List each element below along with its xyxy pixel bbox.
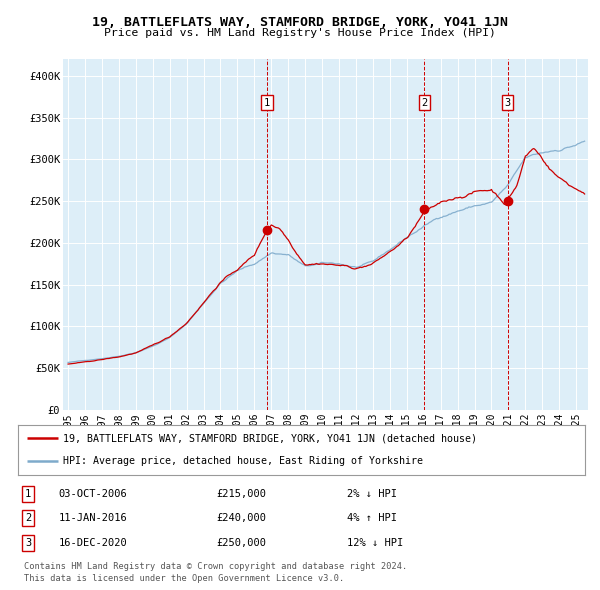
Text: 12% ↓ HPI: 12% ↓ HPI [347,538,403,548]
Text: 2: 2 [25,513,31,523]
Text: 11-JAN-2016: 11-JAN-2016 [59,513,128,523]
Text: £215,000: £215,000 [217,489,266,499]
Text: £240,000: £240,000 [217,513,266,523]
Text: 19, BATTLEFLATS WAY, STAMFORD BRIDGE, YORK, YO41 1JN: 19, BATTLEFLATS WAY, STAMFORD BRIDGE, YO… [92,16,508,29]
Text: 3: 3 [505,98,511,108]
Text: 2: 2 [421,98,427,108]
Text: 1: 1 [264,98,270,108]
Text: £250,000: £250,000 [217,538,266,548]
Text: HPI: Average price, detached house, East Riding of Yorkshire: HPI: Average price, detached house, East… [64,457,424,467]
Text: 1: 1 [25,489,31,499]
Text: This data is licensed under the Open Government Licence v3.0.: This data is licensed under the Open Gov… [24,573,344,582]
Text: 4% ↑ HPI: 4% ↑ HPI [347,513,397,523]
Text: 03-OCT-2006: 03-OCT-2006 [59,489,128,499]
Text: Contains HM Land Registry data © Crown copyright and database right 2024.: Contains HM Land Registry data © Crown c… [24,562,407,571]
Text: 16-DEC-2020: 16-DEC-2020 [59,538,128,548]
Text: Price paid vs. HM Land Registry's House Price Index (HPI): Price paid vs. HM Land Registry's House … [104,28,496,38]
Text: 19, BATTLEFLATS WAY, STAMFORD BRIDGE, YORK, YO41 1JN (detached house): 19, BATTLEFLATS WAY, STAMFORD BRIDGE, YO… [64,433,478,443]
Text: 3: 3 [25,538,31,548]
Text: 2% ↓ HPI: 2% ↓ HPI [347,489,397,499]
